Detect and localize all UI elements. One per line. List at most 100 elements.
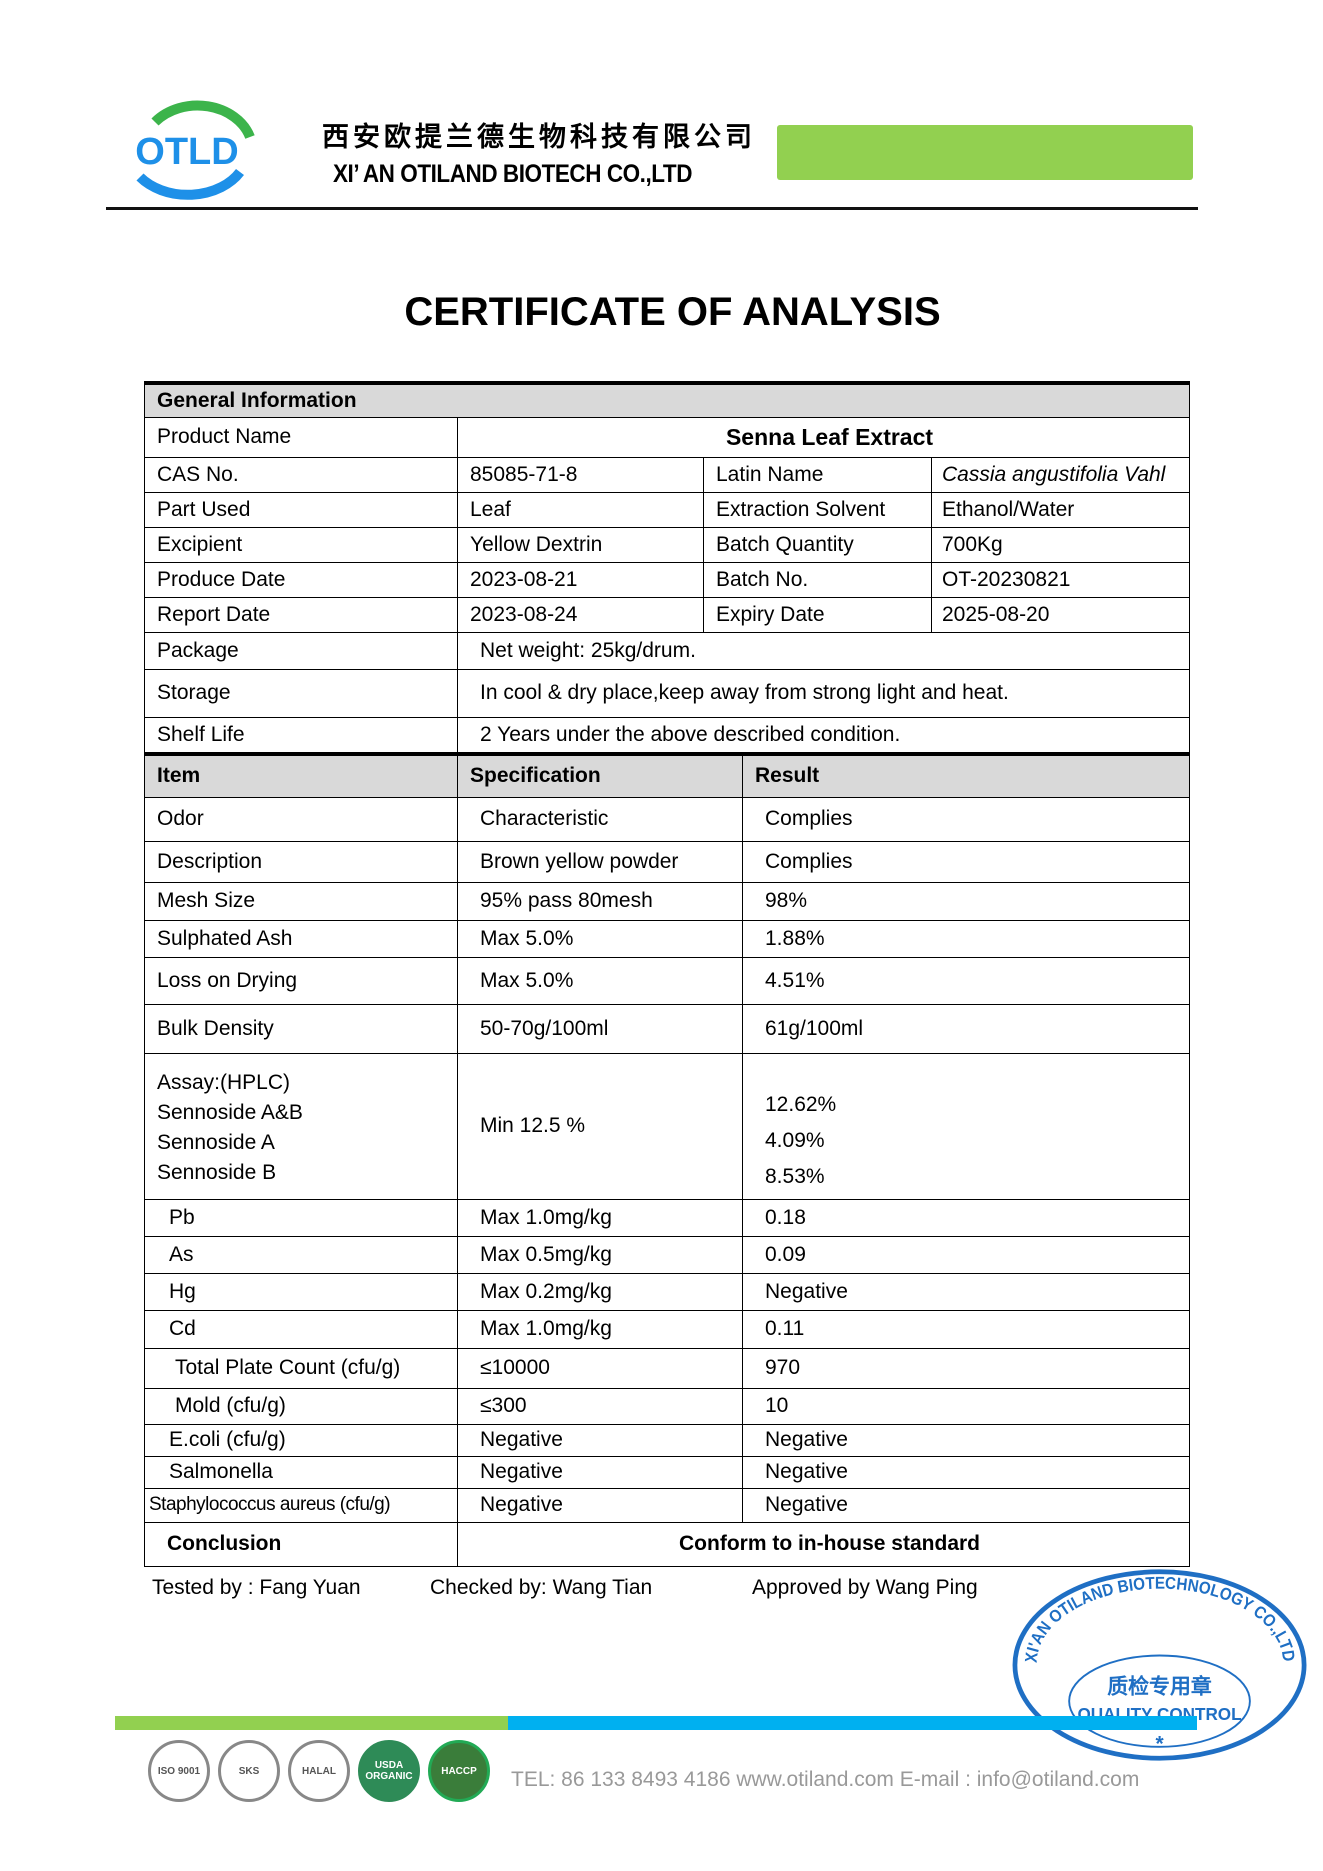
spec: Max 5.0% [457, 956, 743, 1005]
section-header: General Information [143, 382, 1191, 418]
result: 61g/100ml [742, 1003, 1190, 1054]
spec: Min 12.5 % [457, 1052, 743, 1200]
result: 1.88% [742, 919, 1190, 958]
value: 700Kg [930, 526, 1191, 563]
result: 12.62% [765, 1093, 837, 1116]
table-row: Odor Characteristic Complies [144, 796, 1190, 842]
result: 0.18 [742, 1198, 1190, 1237]
result: 98% [742, 881, 1190, 921]
item: Loss on Drying [144, 956, 458, 1005]
table-row: Salmonella Negative Negative [144, 1455, 1190, 1489]
info-row: Excipient Yellow Dextrin Batch Quantity 700… [144, 526, 1191, 563]
spec: Max 1.0mg/kg [457, 1198, 743, 1237]
info-row: CAS No. 85085-71-8 Latin Name Cassia angust… [144, 456, 1191, 493]
general-info-table: General Information Product Name Senna Le… [143, 381, 1191, 754]
result: 4.09% [765, 1129, 825, 1152]
label: Extraction Solvent [703, 491, 932, 528]
assay-label: Assay:(HPLC) [157, 1071, 291, 1094]
item: Description [144, 840, 458, 883]
spec: ≤300 [457, 1387, 743, 1425]
page-title: CERTIFICATE OF ANALYSIS [404, 290, 941, 334]
value: Leaf [457, 491, 704, 528]
item: As [144, 1235, 458, 1274]
table-row: Bulk Density 50-70g/100ml 61g/100ml [144, 1003, 1190, 1054]
value: 2023-08-21 [457, 561, 704, 598]
footer-green-bar [115, 1716, 508, 1730]
item: E.coli (cfu/g) [144, 1423, 458, 1457]
table-row: Mold (cfu/g) ≤300 10 [144, 1387, 1190, 1425]
label: Produce Date [144, 561, 458, 598]
item: Odor [144, 796, 458, 842]
label: Latin Name [703, 456, 932, 493]
label: Batch Quantity [703, 526, 932, 563]
tested-by: Tested by : Fang Yuan [152, 1576, 361, 1599]
result: 10 [742, 1387, 1190, 1425]
label: Excipient [144, 526, 458, 563]
col-header-result: Result [742, 753, 1190, 798]
info-row: Produce Date 2023-08-21 Batch No. OT-202308… [144, 561, 1191, 598]
approved-by: Approved by Wang Ping [752, 1576, 978, 1599]
test-results-table: Item Specification Result Odor Characterist… [144, 752, 1190, 1567]
spec: Negative [457, 1455, 743, 1489]
contact-info: TEL: 86 133 8493 4186 www.otiland.com E-… [511, 1768, 1140, 1791]
label: Report Date [144, 596, 458, 633]
conclusion-value: Conform to in-house standard [457, 1521, 1190, 1567]
item: Cd [144, 1309, 458, 1349]
table-row: Mesh Size 95% pass 80mesh 98% [144, 881, 1190, 921]
info-row: Package Net weight: 25kg/drum. [144, 631, 1191, 670]
table-row: Hg Max 0.2mg/kg Negative [144, 1272, 1190, 1311]
svg-text:质检专用章: 质检专用章 [1107, 1675, 1212, 1699]
info-row: Part Used Leaf Extraction Solvent Ethanol/W… [144, 491, 1191, 528]
col-header-item: Item [144, 753, 458, 798]
company-logo: OTLD [135, 100, 255, 200]
result: Complies [742, 796, 1190, 842]
label: Expiry Date [703, 596, 932, 633]
company-name-en: XI’ AN OTILAND BIOTECH CO.,LTD [333, 160, 693, 188]
result: Negative [742, 1423, 1190, 1457]
item: Sennoside A&B [157, 1101, 303, 1124]
value: In cool & dry place,keep away from stron… [456, 668, 1191, 718]
spec: Brown yellow powder [457, 840, 743, 883]
item: Total Plate Count (cfu/g) [144, 1347, 458, 1389]
value: Ethanol/Water [930, 491, 1191, 528]
result: 0.11 [742, 1309, 1190, 1349]
label: Batch No. [703, 561, 932, 598]
table-row: Cd Max 1.0mg/kg 0.11 [144, 1309, 1190, 1349]
cert-badge: HACCP [428, 1740, 490, 1802]
cert-badge: HALAL [288, 1740, 350, 1802]
spec: ≤10000 [457, 1347, 743, 1389]
info-row: Storage In cool & dry place,keep away fro… [144, 668, 1191, 718]
svg-text:*: * [1155, 1733, 1164, 1756]
value: Yellow Dextrin [457, 526, 704, 563]
item: Mesh Size [144, 881, 458, 921]
spec: Max 5.0% [457, 919, 743, 958]
value: 2025-08-20 [930, 596, 1191, 633]
quality-control-stamp: XI'AN OTILAND BIOTECHNOLOGY CO.,LTD 质检专用… [1012, 1569, 1307, 1761]
spec: 95% pass 80mesh [457, 881, 743, 921]
label: Storage [144, 668, 458, 718]
table-row: Staphylococcus aureus (cfu/g) Negative Neg… [144, 1487, 1190, 1523]
info-row: Shelf Life 2 Years under the above descri… [144, 716, 1191, 754]
spec: Max 0.2mg/kg [457, 1272, 743, 1311]
result: Negative [742, 1272, 1190, 1311]
value: OT-20230821 [930, 561, 1191, 598]
result: Negative [742, 1487, 1190, 1523]
footer-blue-bar [508, 1716, 1197, 1730]
cert-badge: SKS [218, 1740, 280, 1802]
header-green-bar [777, 125, 1193, 180]
spec: Characteristic [457, 796, 743, 842]
cert-badge: USDA ORGANIC [358, 1740, 420, 1802]
table-row: E.coli (cfu/g) Negative Negative [144, 1423, 1190, 1457]
item: Bulk Density [144, 1003, 458, 1054]
label: Shelf Life [144, 716, 458, 754]
result: 970 [742, 1347, 1190, 1389]
spec: 50-70g/100ml [457, 1003, 743, 1054]
value: Cassia angustifolia Vahl [930, 456, 1191, 493]
item: Sennoside A [157, 1131, 275, 1154]
label: Product Name [144, 416, 458, 458]
table-row-conclusion: Conclusion Conform to in-house standard [144, 1521, 1190, 1567]
result: 4.51% [742, 956, 1190, 1005]
table-row: Sulphated Ash Max 5.0% 1.88% [144, 919, 1190, 958]
checked-by: Checked by: Wang Tian [430, 1576, 653, 1599]
